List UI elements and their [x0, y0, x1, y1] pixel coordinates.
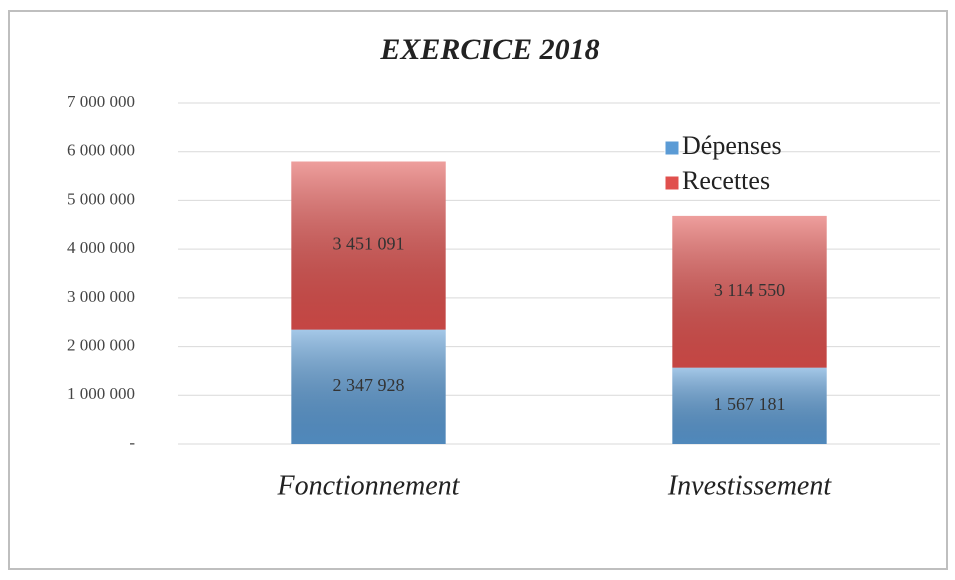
- legend-swatch: [664, 140, 680, 156]
- y-tick-label: 1 000 000: [67, 384, 135, 403]
- bar-shine: [291, 161, 446, 330]
- value-label: 3 451 091: [333, 234, 405, 254]
- legend-label: Recettes: [682, 166, 770, 195]
- bar-shine: [672, 367, 827, 444]
- x-tick-label: Fonctionnement: [277, 470, 461, 501]
- y-tick-label: 5 000 000: [67, 189, 135, 208]
- x-tick-label: Investissement: [667, 470, 833, 501]
- y-tick-label: 2 000 000: [67, 335, 135, 354]
- y-tick-label: 7 000 000: [67, 92, 135, 111]
- value-label: 3 114 550: [714, 280, 785, 300]
- legend-swatch: [664, 175, 680, 191]
- y-tick-label: 3 000 000: [67, 287, 135, 306]
- y-tick-label: 4 000 000: [67, 238, 135, 257]
- value-label: 2 347 928: [333, 375, 405, 395]
- chart-title: EXERCICE 2018: [379, 33, 599, 66]
- y-tick-label: 6 000 000: [67, 141, 135, 160]
- bar-shine: [672, 215, 827, 368]
- value-label: 1 567 181: [714, 394, 786, 414]
- legend-label: Dépenses: [682, 131, 782, 160]
- bar-shine: [291, 329, 446, 444]
- y-tick-label: -: [129, 433, 135, 452]
